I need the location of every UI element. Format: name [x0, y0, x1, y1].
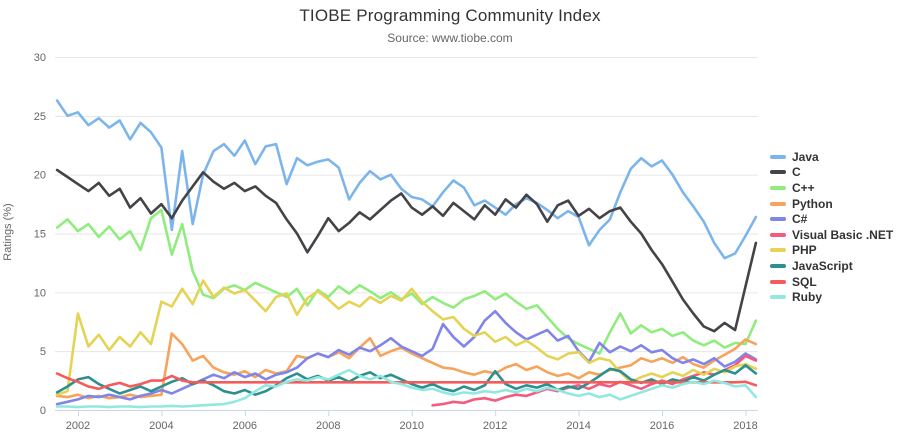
legend-label-c: C — [792, 165, 801, 180]
legend-item-ruby[interactable]: Ruby — [770, 289, 893, 305]
series-line-php — [55, 279, 758, 396]
y-tick-label-30: 30 — [34, 52, 46, 64]
legend-label-c-: C++ — [792, 180, 815, 195]
legend-item-sql[interactable]: SQL — [770, 274, 893, 290]
legend-label-php: PHP — [792, 243, 817, 258]
series-line-ruby — [55, 368, 758, 409]
x-tick-label-2014: 2014 — [566, 420, 590, 432]
chart-subtitle: Source: www.tiobe.com — [387, 31, 513, 45]
y-tick-label-20: 20 — [34, 170, 46, 182]
x-tick-label-2016: 2016 — [650, 420, 674, 432]
y-axis-title: Ratings (%) — [2, 203, 14, 261]
y-tick-label-15: 15 — [34, 229, 46, 241]
x-tick-label-2018: 2018 — [733, 420, 757, 432]
legend-item-c[interactable]: C — [770, 165, 893, 181]
x-tick-label-2002: 2002 — [66, 420, 90, 432]
series-line-java — [55, 99, 758, 260]
series-line-c- — [55, 208, 758, 355]
legend-marker-php — [770, 248, 786, 253]
y-tick-label-25: 25 — [34, 111, 46, 123]
legend-marker-sql — [770, 279, 786, 284]
legend-label-c-: C# — [792, 212, 808, 227]
legend-marker-c- — [770, 185, 786, 190]
legend-item-c-[interactable]: C++ — [770, 180, 893, 196]
legend-label-ruby: Ruby — [792, 290, 822, 305]
legend-label-javascript: JavaScript — [792, 258, 853, 273]
legend-item-python[interactable]: Python — [770, 196, 893, 212]
chart-title: TIOBE Programming Community Index — [299, 6, 601, 25]
x-tick-label-2004: 2004 — [149, 420, 173, 432]
series-line-c — [55, 168, 758, 333]
legend: Java C C++ Python C# Visual Basic .NET PHP Java… — [770, 149, 893, 305]
series-line-c- — [55, 309, 758, 406]
legend-marker-ruby — [770, 295, 786, 300]
legend-marker-c — [770, 170, 786, 175]
y-tick-label-10: 10 — [34, 287, 46, 299]
series-line-sql — [55, 372, 758, 391]
y-tick-label-5: 5 — [40, 346, 46, 358]
x-tick-label-2010: 2010 — [399, 420, 423, 432]
legend-marker-visual-basic-net — [770, 232, 786, 237]
legend-label-visual-basic-net: Visual Basic .NET — [792, 227, 894, 242]
x-tick-label-2006: 2006 — [233, 420, 257, 432]
series-line-python — [55, 332, 758, 400]
y-tick-label-0: 0 — [40, 405, 46, 417]
legend-item-javascript[interactable]: JavaScript — [770, 258, 893, 274]
legend-label-sql: SQL — [792, 274, 817, 289]
legend-label-java: Java — [792, 149, 819, 164]
legend-item-c-[interactable]: C# — [770, 211, 893, 227]
x-tick-label-2012: 2012 — [483, 420, 507, 432]
legend-marker-python — [770, 201, 786, 206]
legend-marker-c- — [770, 217, 786, 222]
legend-label-python: Python — [792, 196, 833, 211]
legend-item-java[interactable]: Java — [770, 149, 893, 165]
x-tick-label-2008: 2008 — [316, 420, 340, 432]
legend-marker-javascript — [770, 263, 786, 268]
legend-marker-java — [770, 154, 786, 159]
legend-item-visual-basic-net[interactable]: Visual Basic .NET — [770, 227, 893, 243]
legend-item-php[interactable]: PHP — [770, 243, 893, 259]
